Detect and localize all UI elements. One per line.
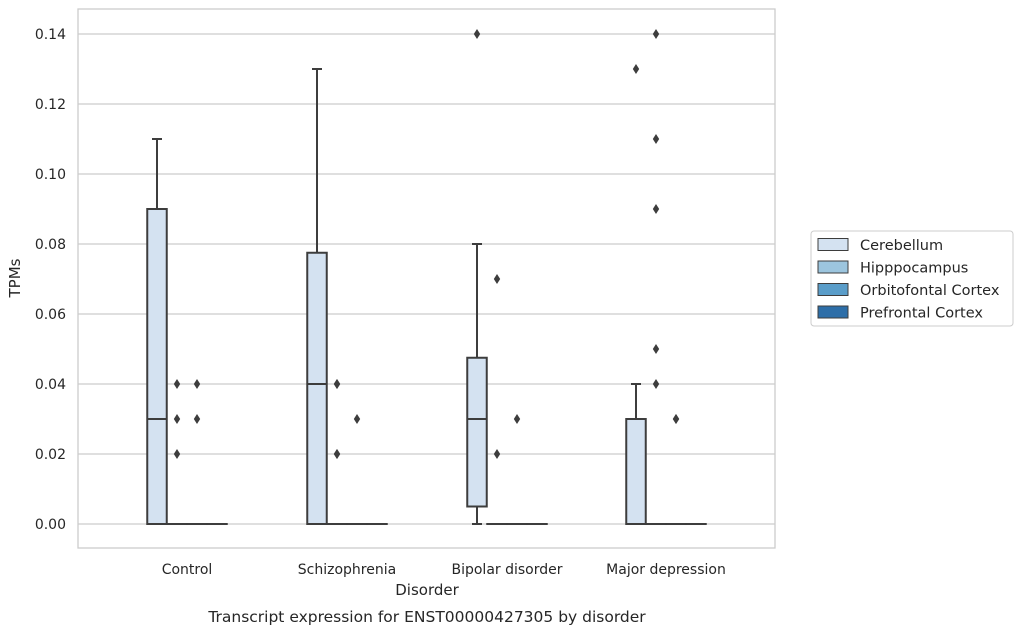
box-body: [466, 356, 488, 508]
x-axis-title: Disorder: [395, 581, 459, 599]
legend-swatch: [817, 283, 849, 296]
legend-label: Hipppocampus: [860, 261, 968, 277]
outlier-point: [333, 379, 341, 389]
y-tick-label: 0.00: [35, 517, 66, 533]
x-tick-label: Bipolar disorder: [451, 562, 562, 578]
outlier-point: [353, 414, 361, 424]
box-body: [306, 251, 328, 525]
box-cerebellum: [306, 68, 328, 525]
outlier-point: [173, 449, 181, 459]
outlier-point: [193, 414, 201, 424]
y-tick-label: 0.14: [35, 27, 66, 43]
outlier-point: [632, 64, 640, 74]
legend: Cerebellum Hipppocampus Orbitofontal Corte…: [810, 230, 1014, 327]
box-cerebellum: [146, 138, 168, 525]
grid-lines: [78, 33, 775, 525]
y-tick-label: 0.06: [35, 307, 66, 323]
outlier-point: [672, 414, 680, 424]
x-tick-label: Control: [162, 562, 213, 578]
plot-frame: [77, 8, 776, 549]
legend-label: Cerebellum: [860, 238, 943, 254]
y-tick-label: 0.04: [35, 377, 66, 393]
outlier-point: [493, 274, 501, 284]
x-tick-label: Major depression: [606, 562, 726, 578]
box-body: [146, 208, 168, 525]
outlier-point: [652, 379, 660, 389]
box-cerebellum: [625, 383, 647, 525]
y-tick-label: 0.12: [35, 97, 66, 113]
outlier-point: [652, 134, 660, 144]
legend-swatch: [817, 260, 849, 274]
outlier-point: [173, 414, 181, 424]
outlier-point: [652, 29, 660, 39]
outlier-point: [333, 449, 341, 459]
outlier-point: [652, 344, 660, 354]
box-cerebellum: [466, 243, 488, 525]
outliers: [173, 29, 680, 459]
outlier-point: [652, 204, 660, 214]
outlier-point: [493, 449, 501, 459]
box-body: [625, 418, 647, 525]
legend-label: Orbitofontal Cortex: [860, 283, 1000, 299]
y-tick-label: 0.10: [35, 167, 66, 183]
y-tick-label: 0.02: [35, 447, 66, 463]
chart-caption: Transcript expression for ENST0000042730…: [207, 608, 646, 626]
legend-frame: [810, 230, 1014, 327]
boxes: [146, 68, 707, 526]
x-tick-labels: Control Schizophrenia Bipolar disorder Majo…: [162, 562, 726, 578]
y-axis-title: TPMs: [6, 258, 24, 298]
outlier-point: [173, 379, 181, 389]
outlier-point: [193, 379, 201, 389]
y-tick-label: 0.08: [35, 237, 66, 253]
x-tick-label: Schizophrenia: [298, 562, 396, 578]
legend-label: Prefrontal Cortex: [860, 306, 983, 322]
outlier-point: [473, 29, 481, 39]
legend-swatch: [817, 238, 849, 251]
legend-swatch: [817, 305, 849, 319]
y-tick-labels: 0.00 0.02 0.04 0.06 0.08 0.10 0.12 0.14: [35, 27, 66, 533]
outlier-point: [513, 414, 521, 424]
